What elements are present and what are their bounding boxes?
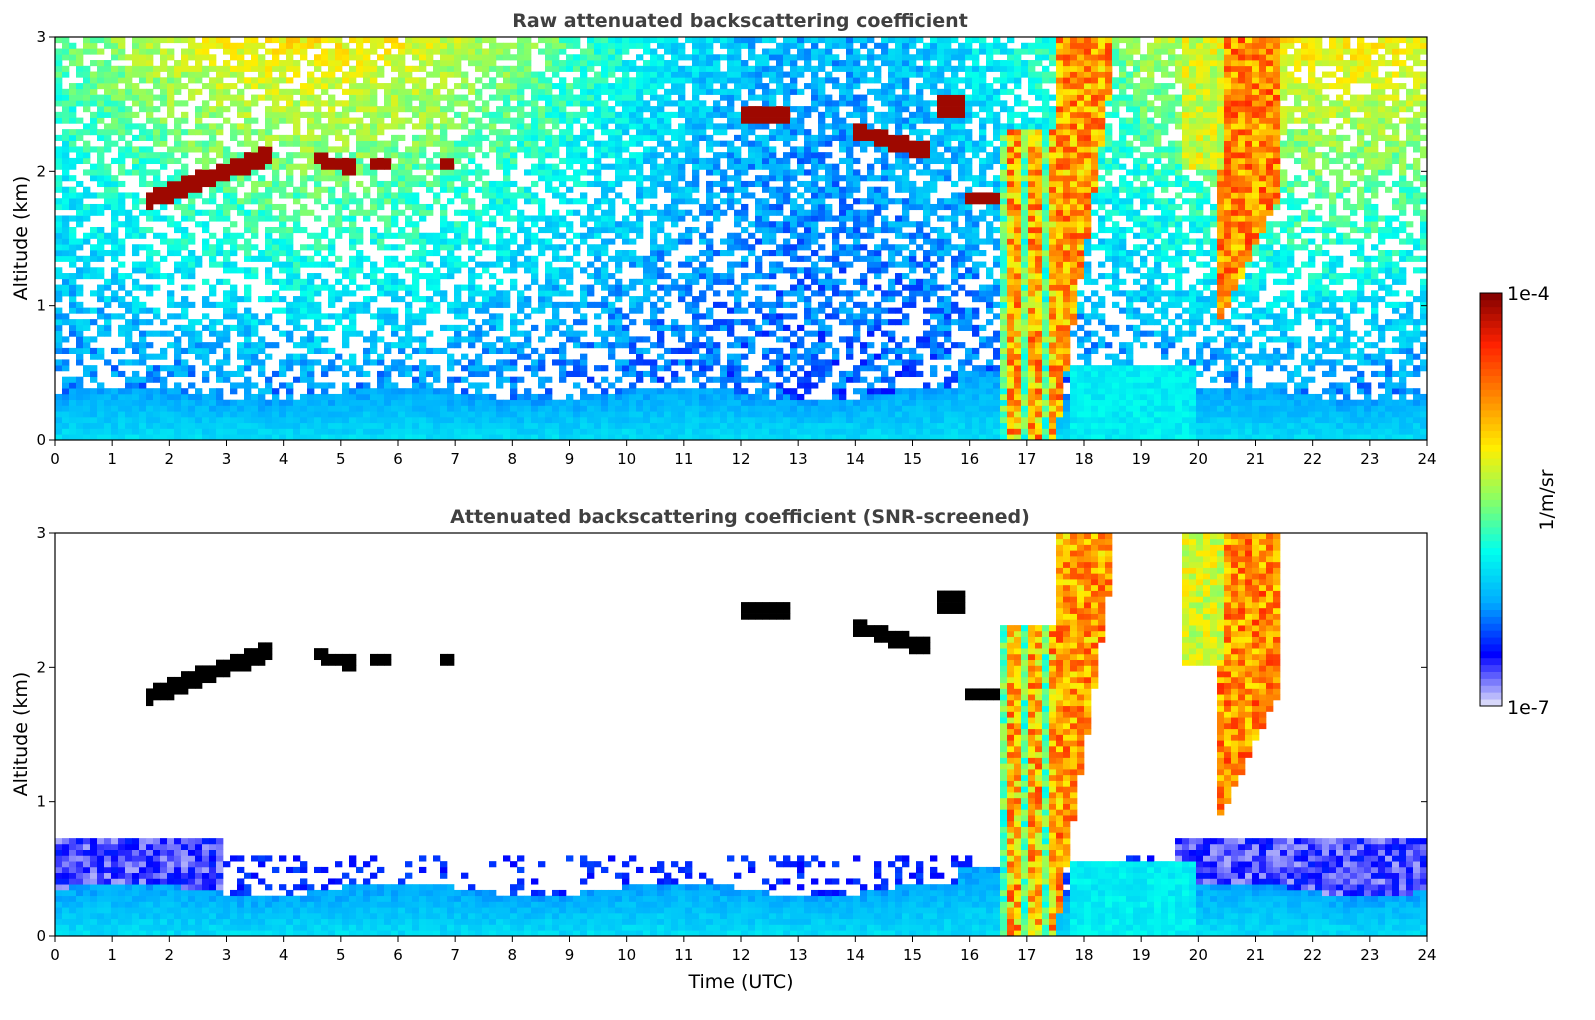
x-tick-label: 13	[789, 946, 808, 964]
x-tick-label: 21	[1246, 450, 1265, 468]
x-tick-label: 2	[165, 450, 175, 468]
x-tick-label: 22	[1303, 450, 1322, 468]
x-tick-label: 11	[674, 946, 693, 964]
colorbar: 1e-4 1e-7 1/m/sr	[1479, 283, 1558, 719]
x-tick-label: 15	[903, 946, 922, 964]
x-tick-label: 6	[393, 946, 403, 964]
colorbar-unit-label: 1/m/sr	[1536, 469, 1558, 530]
x-tick-label: 7	[450, 946, 460, 964]
x-tick-label: 6	[393, 450, 403, 468]
x-tick-label: 16	[960, 450, 979, 468]
y-tick-label: 0	[36, 927, 46, 945]
x-tick-label: 9	[565, 450, 575, 468]
y-tick-label: 3	[36, 524, 46, 542]
y-tick-label: 0	[36, 431, 46, 449]
x-tick-label: 0	[50, 450, 60, 468]
colorbar-max-label: 1e-4	[1507, 283, 1550, 305]
panel-raw-x-ticks: 0 1 2 3 4 5 6 7 8 9 10 11 12 13 14 15 16 17 18 19 20 21 22 23 24	[50, 440, 1437, 468]
y-tick-label: 1	[36, 297, 46, 315]
y-tick-label: 2	[36, 162, 46, 180]
x-tick-label: 18	[1074, 946, 1093, 964]
x-tick-label: 8	[508, 450, 518, 468]
panel-screened: Attenuated backscattering coefficient (S…	[10, 506, 1437, 993]
panel-screened-title: Attenuated backscattering coefficient (S…	[450, 506, 1030, 528]
x-tick-label: 0	[50, 946, 60, 964]
x-tick-label: 20	[1189, 946, 1208, 964]
x-tick-label: 14	[846, 946, 865, 964]
y-tick-label: 3	[36, 28, 46, 46]
x-tick-label: 19	[1132, 946, 1151, 964]
x-tick-label: 2	[165, 946, 175, 964]
panel-screened-xlabel: Time (UTC)	[687, 971, 793, 993]
x-tick-label: 12	[731, 450, 750, 468]
x-tick-label: 22	[1303, 946, 1322, 964]
x-tick-label: 21	[1246, 946, 1265, 964]
panel-raw-title: Raw attenuated backscattering coefficien…	[512, 10, 968, 32]
x-tick-label: 14	[846, 450, 865, 468]
x-tick-label: 8	[508, 946, 518, 964]
panel-raw-heatmap	[55, 37, 1428, 441]
x-tick-label: 24	[1417, 946, 1436, 964]
x-tick-label: 23	[1360, 946, 1379, 964]
x-tick-label: 16	[960, 946, 979, 964]
x-tick-label: 7	[450, 450, 460, 468]
panel-screened-ylabel: Altitude (km)	[10, 672, 32, 797]
x-tick-label: 5	[336, 946, 346, 964]
panel-raw: Raw attenuated backscattering coefficien…	[10, 10, 1437, 468]
x-tick-label: 1	[107, 946, 117, 964]
x-tick-label: 24	[1417, 450, 1436, 468]
x-tick-label: 5	[336, 450, 346, 468]
panel-screened-heatmap	[55, 533, 1428, 937]
panel-raw-y-ticks: 0 1 2 3	[36, 28, 1427, 449]
y-tick-label: 2	[36, 658, 46, 676]
x-tick-label: 1	[107, 450, 117, 468]
x-tick-label: 17	[1017, 946, 1036, 964]
colorbar-min-label: 1e-7	[1507, 697, 1550, 719]
x-tick-label: 17	[1017, 450, 1036, 468]
x-tick-label: 10	[617, 450, 636, 468]
x-tick-label: 3	[222, 946, 232, 964]
panel-screened-x-ticks: 0 1 2 3 4 5 6 7 8 9 10 11 12 13 14 15 16 17 18 19 20 21 22 23 24	[50, 936, 1437, 964]
x-tick-label: 23	[1360, 450, 1379, 468]
x-tick-label: 12	[731, 946, 750, 964]
x-tick-label: 3	[222, 450, 232, 468]
x-tick-label: 18	[1074, 450, 1093, 468]
y-tick-label: 1	[36, 793, 46, 811]
panel-screened-y-ticks: 0 1 2 3	[36, 524, 1427, 945]
x-tick-label: 11	[674, 450, 693, 468]
x-tick-label: 4	[279, 450, 289, 468]
x-tick-label: 4	[279, 946, 289, 964]
colorbar-steps	[1479, 292, 1503, 707]
x-tick-label: 20	[1189, 450, 1208, 468]
x-tick-label: 10	[617, 946, 636, 964]
x-tick-label: 15	[903, 450, 922, 468]
panel-raw-ylabel: Altitude (km)	[10, 176, 32, 301]
x-tick-label: 19	[1132, 450, 1151, 468]
x-tick-label: 9	[565, 946, 575, 964]
x-tick-label: 13	[789, 450, 808, 468]
